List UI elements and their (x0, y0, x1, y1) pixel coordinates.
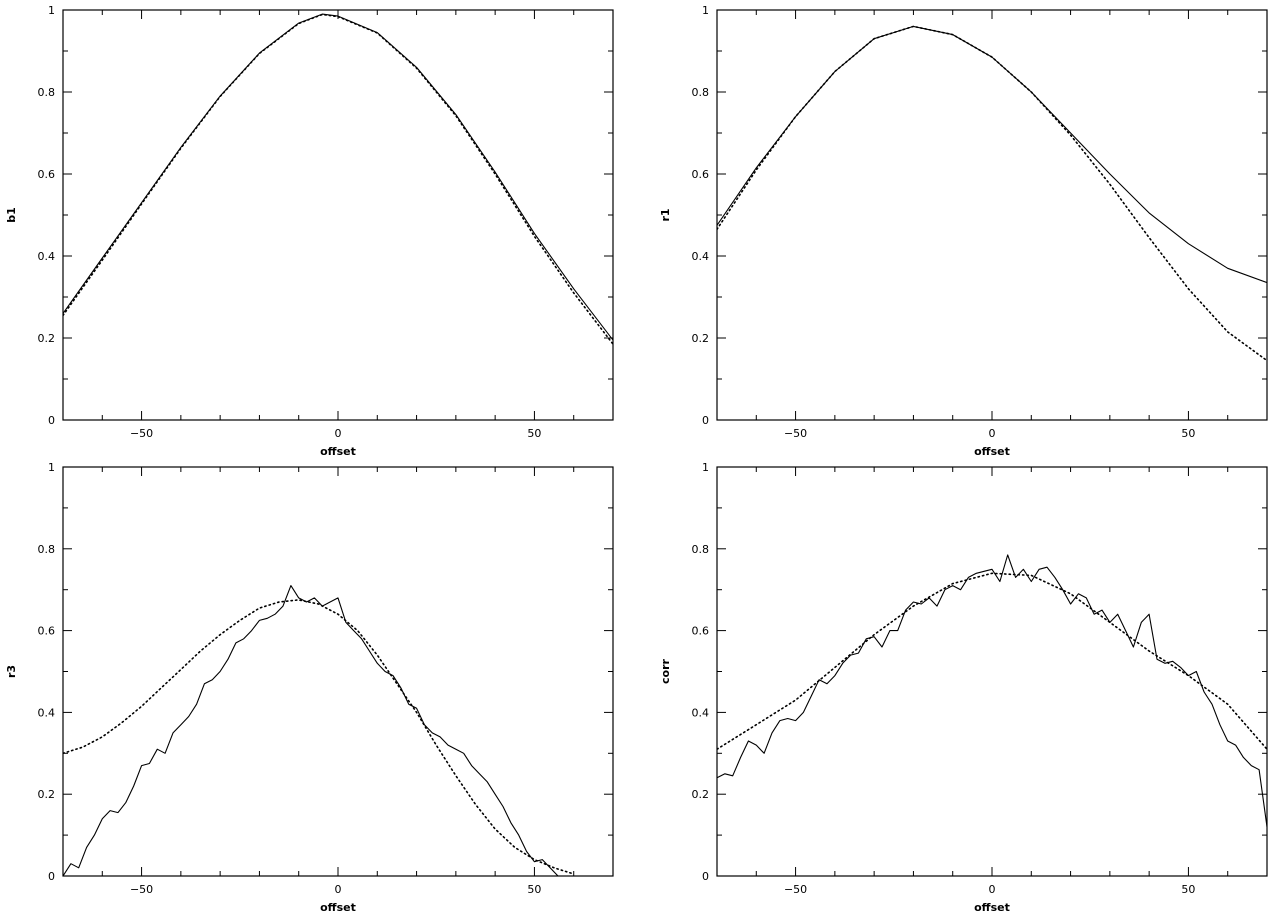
fit-curve-dotted (63, 13, 613, 345)
y-tick-label: 0 (48, 414, 55, 427)
fit-curve-dotted (63, 599, 575, 875)
y-tick-label: 0.4 (38, 706, 56, 719)
y-axis-label: corr (659, 658, 672, 684)
x-axis-label: offset (320, 445, 356, 458)
y-axis-label: b1 (5, 207, 18, 223)
plot-frame (62, 9, 614, 421)
y-tick-label: 0.2 (38, 332, 56, 345)
y-tick-label: 0.6 (692, 625, 710, 638)
plot-frame (62, 466, 614, 877)
y-tick-label: 1 (702, 461, 709, 474)
chart-panel-4: −50 0 50 0 0.2 0.4 0.6 0.8 1 offset corr (659, 461, 1268, 914)
data-curve-solid (717, 554, 1267, 827)
x-tick-label: 0 (335, 427, 342, 440)
y-tick-label: 0.6 (38, 168, 56, 181)
x-tick-label: 50 (1181, 427, 1195, 440)
x-tick-label: −50 (784, 427, 807, 440)
y-tick-label: 0.6 (38, 625, 56, 638)
x-tick-label: 50 (1181, 883, 1195, 896)
x-tick-label: 50 (527, 427, 541, 440)
x-tick-label: −50 (130, 427, 153, 440)
x-axis-label: offset (974, 445, 1010, 458)
y-tick-label: 0.2 (38, 788, 56, 801)
y-tick-label: 0 (48, 870, 55, 883)
chart-panel-2: −50 0 50 0 0.2 0.4 0.6 0.8 1 offset r1 (659, 4, 1268, 458)
x-tick-label: 0 (989, 427, 996, 440)
y-tick-label: 0.4 (38, 250, 56, 263)
data-curve-solid (717, 25, 1267, 284)
chart-panel-3: −50 0 50 0 0.2 0.4 0.6 0.8 1 offset r3 (5, 461, 614, 914)
y-tick-label: 0.6 (692, 168, 710, 181)
y-tick-label: 0.8 (38, 86, 56, 99)
y-tick-label: 0.2 (692, 788, 710, 801)
y-tick-label: 0.2 (692, 332, 710, 345)
y-axis-label: r3 (5, 665, 18, 678)
x-tick-label: 0 (335, 883, 342, 896)
x-tick-label: 0 (989, 883, 996, 896)
y-tick-label: 0 (702, 414, 709, 427)
fit-curve-dotted (717, 25, 1267, 362)
y-tick-label: 0.8 (692, 86, 710, 99)
y-tick-label: 0.8 (38, 543, 56, 556)
y-axis-label: r1 (659, 208, 672, 221)
y-tick-label: 1 (48, 461, 55, 474)
y-tick-label: 0.8 (692, 543, 710, 556)
x-tick-label: −50 (784, 883, 807, 896)
x-tick-label: 50 (527, 883, 541, 896)
y-tick-label: 1 (702, 4, 709, 17)
plot-frame (716, 9, 1268, 421)
x-axis-label: offset (974, 901, 1010, 914)
chart-panel-1: −50 0 50 0 0.2 0.4 0.6 0.8 1 offset b1 (5, 4, 614, 458)
y-tick-label: 0 (702, 870, 709, 883)
x-axis-label: offset (320, 901, 356, 914)
y-tick-label: 1 (48, 4, 55, 17)
y-tick-label: 0.4 (692, 250, 710, 263)
x-tick-label: −50 (130, 883, 153, 896)
data-curve-solid (63, 13, 613, 341)
data-curve-solid (63, 585, 559, 876)
fit-curve-dotted (717, 572, 1267, 751)
y-tick-label: 0.4 (692, 706, 710, 719)
